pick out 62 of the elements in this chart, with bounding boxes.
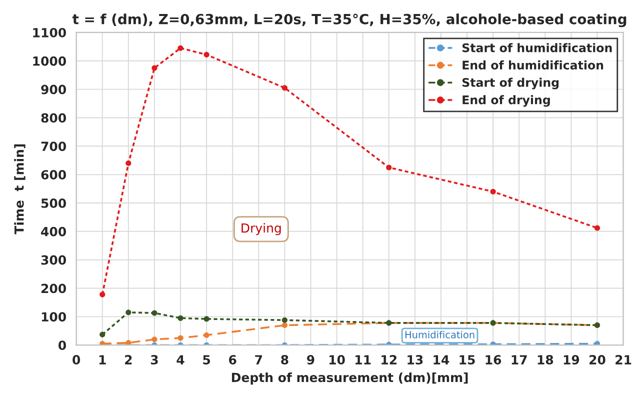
x-tick-label: 5 bbox=[203, 355, 210, 364]
point bbox=[152, 65, 158, 71]
legend-label: Start of drying bbox=[462, 78, 559, 90]
y-tick-label: 0 bbox=[58, 340, 66, 350]
x-tick-label: 9 bbox=[307, 355, 314, 364]
x-tick-label: 14 bbox=[434, 355, 450, 364]
x-tick-label: 0 bbox=[72, 355, 80, 364]
x-tick-label: 17 bbox=[512, 355, 527, 364]
x-tick-label: 12 bbox=[382, 355, 396, 364]
point bbox=[204, 52, 210, 58]
y-tick-label: 800 bbox=[41, 113, 66, 123]
point bbox=[386, 164, 392, 170]
point bbox=[178, 45, 184, 51]
x-tick-label: 2 bbox=[125, 355, 132, 364]
y-tick-label: 400 bbox=[41, 226, 66, 236]
y-tick-label: 600 bbox=[41, 170, 66, 180]
point bbox=[100, 292, 106, 298]
point bbox=[126, 160, 132, 166]
point bbox=[152, 310, 158, 316]
point bbox=[126, 310, 132, 316]
point bbox=[178, 335, 184, 341]
y-axis-title: Time t [min] bbox=[14, 144, 26, 234]
point bbox=[282, 317, 288, 323]
x-tick-label: 1 bbox=[99, 355, 106, 364]
legend-label: Start of humidification bbox=[462, 43, 612, 52]
y-tick-label: 100 bbox=[42, 312, 66, 322]
point bbox=[100, 332, 106, 338]
x-tick-label: 8 bbox=[281, 355, 288, 364]
x-tick-label: 16 bbox=[486, 355, 502, 364]
point bbox=[282, 322, 288, 328]
y-tick-label: 200 bbox=[41, 284, 66, 294]
x-tick-label: 4 bbox=[176, 355, 184, 364]
x-tick-label: 20 bbox=[590, 355, 606, 364]
y-tick-label: 700 bbox=[41, 142, 66, 152]
annotation: Humidification bbox=[405, 330, 474, 338]
x-tick-label: 19 bbox=[564, 355, 580, 364]
point bbox=[594, 225, 600, 231]
chart-title: t = f (dm), Z=0,63mm, L=20s, T=35°C, H=35%, alcohole-based coating bbox=[72, 14, 626, 28]
x-tick-label: 11 bbox=[356, 355, 371, 364]
x-tick-label: 18 bbox=[538, 355, 554, 364]
x-tick-label: 21 bbox=[616, 355, 632, 364]
point bbox=[204, 316, 210, 322]
point bbox=[490, 188, 496, 194]
x-tick-label: 10 bbox=[329, 355, 345, 364]
x-tick-label: 13 bbox=[408, 355, 423, 364]
point bbox=[204, 332, 210, 338]
y-tick-label: 900 bbox=[41, 84, 66, 94]
y-tick-label: 300 bbox=[41, 255, 66, 265]
x-tick-label: 6 bbox=[229, 355, 236, 364]
x-tick-label: 15 bbox=[460, 355, 475, 364]
y-tick-label: 1000 bbox=[33, 56, 66, 66]
point bbox=[178, 315, 184, 321]
legend-label: End of humidification bbox=[462, 60, 604, 70]
annotation: Drying bbox=[242, 223, 281, 236]
point bbox=[282, 85, 288, 91]
legend-label: End of drying bbox=[462, 95, 550, 107]
x-tick-label: 3 bbox=[150, 355, 158, 364]
point bbox=[152, 336, 158, 342]
x-tick-label: 7 bbox=[255, 355, 262, 364]
y-tick-label: 500 bbox=[41, 198, 66, 208]
x-axis-title: Depth of measurement (dm)[mm] bbox=[232, 372, 468, 385]
y-tick-label: 1100 bbox=[33, 28, 66, 38]
